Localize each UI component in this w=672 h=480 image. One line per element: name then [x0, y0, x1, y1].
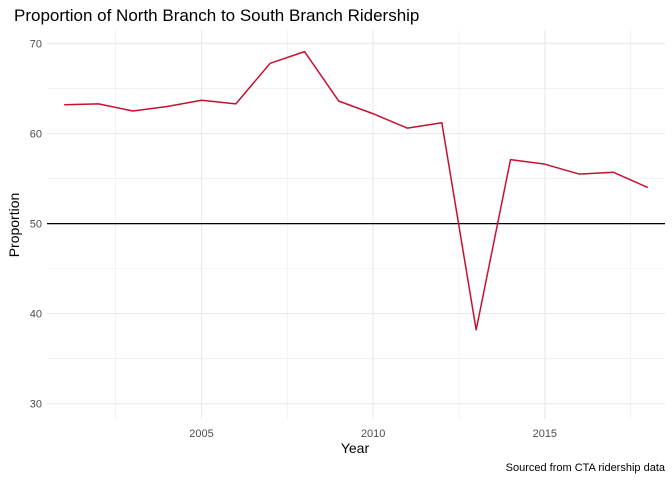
- x-tick-label: 2010: [361, 428, 385, 440]
- series-line: [64, 50, 649, 331]
- tick-labels: 2005 2010 2015 30 40 50 60 70: [30, 39, 557, 440]
- chart-caption: Sourced from CTA ridership data: [506, 462, 666, 474]
- y-tick-label: 60: [30, 129, 42, 141]
- x-axis-title: Year: [341, 440, 370, 456]
- chart-title: Proportion of North Branch to South Bran…: [14, 6, 419, 25]
- x-tick-label: 2005: [189, 428, 213, 440]
- y-tick-label: 70: [30, 39, 42, 51]
- y-tick-label: 30: [30, 399, 42, 411]
- y-tick-label: 50: [30, 219, 42, 231]
- x-tick-label: 2015: [533, 428, 557, 440]
- grid: [47, 30, 665, 419]
- y-axis-title: Proportion: [6, 193, 22, 258]
- series-group: [64, 50, 649, 331]
- y-tick-label: 40: [30, 309, 42, 321]
